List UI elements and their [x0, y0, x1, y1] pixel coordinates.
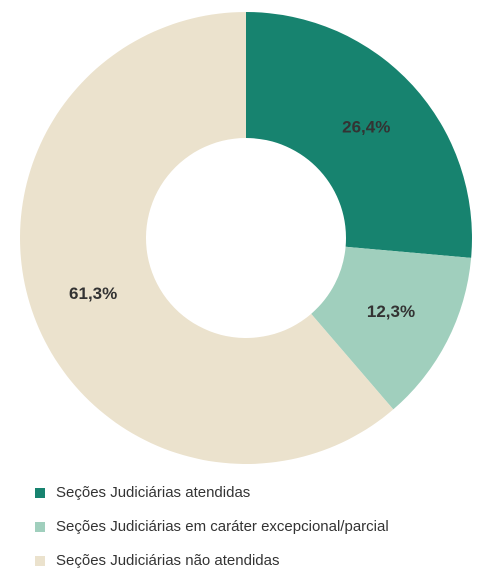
legend-swatch: [35, 522, 45, 532]
value-label: 26,4%: [342, 117, 390, 136]
value-label: 61,3%: [69, 284, 117, 303]
legend-label: Seções Judiciárias em caráter excepciona…: [56, 518, 389, 535]
donut-slice: [20, 12, 394, 464]
value-label: 12,3%: [367, 302, 415, 321]
legend-label: Seções Judiciárias não atendidas: [56, 552, 279, 569]
legend-swatch: [35, 488, 45, 498]
legend-label: Seções Judiciárias atendidas: [56, 484, 250, 501]
donut-slice: [246, 12, 472, 258]
legend-swatch: [35, 556, 45, 566]
donut-slice: [311, 246, 472, 410]
